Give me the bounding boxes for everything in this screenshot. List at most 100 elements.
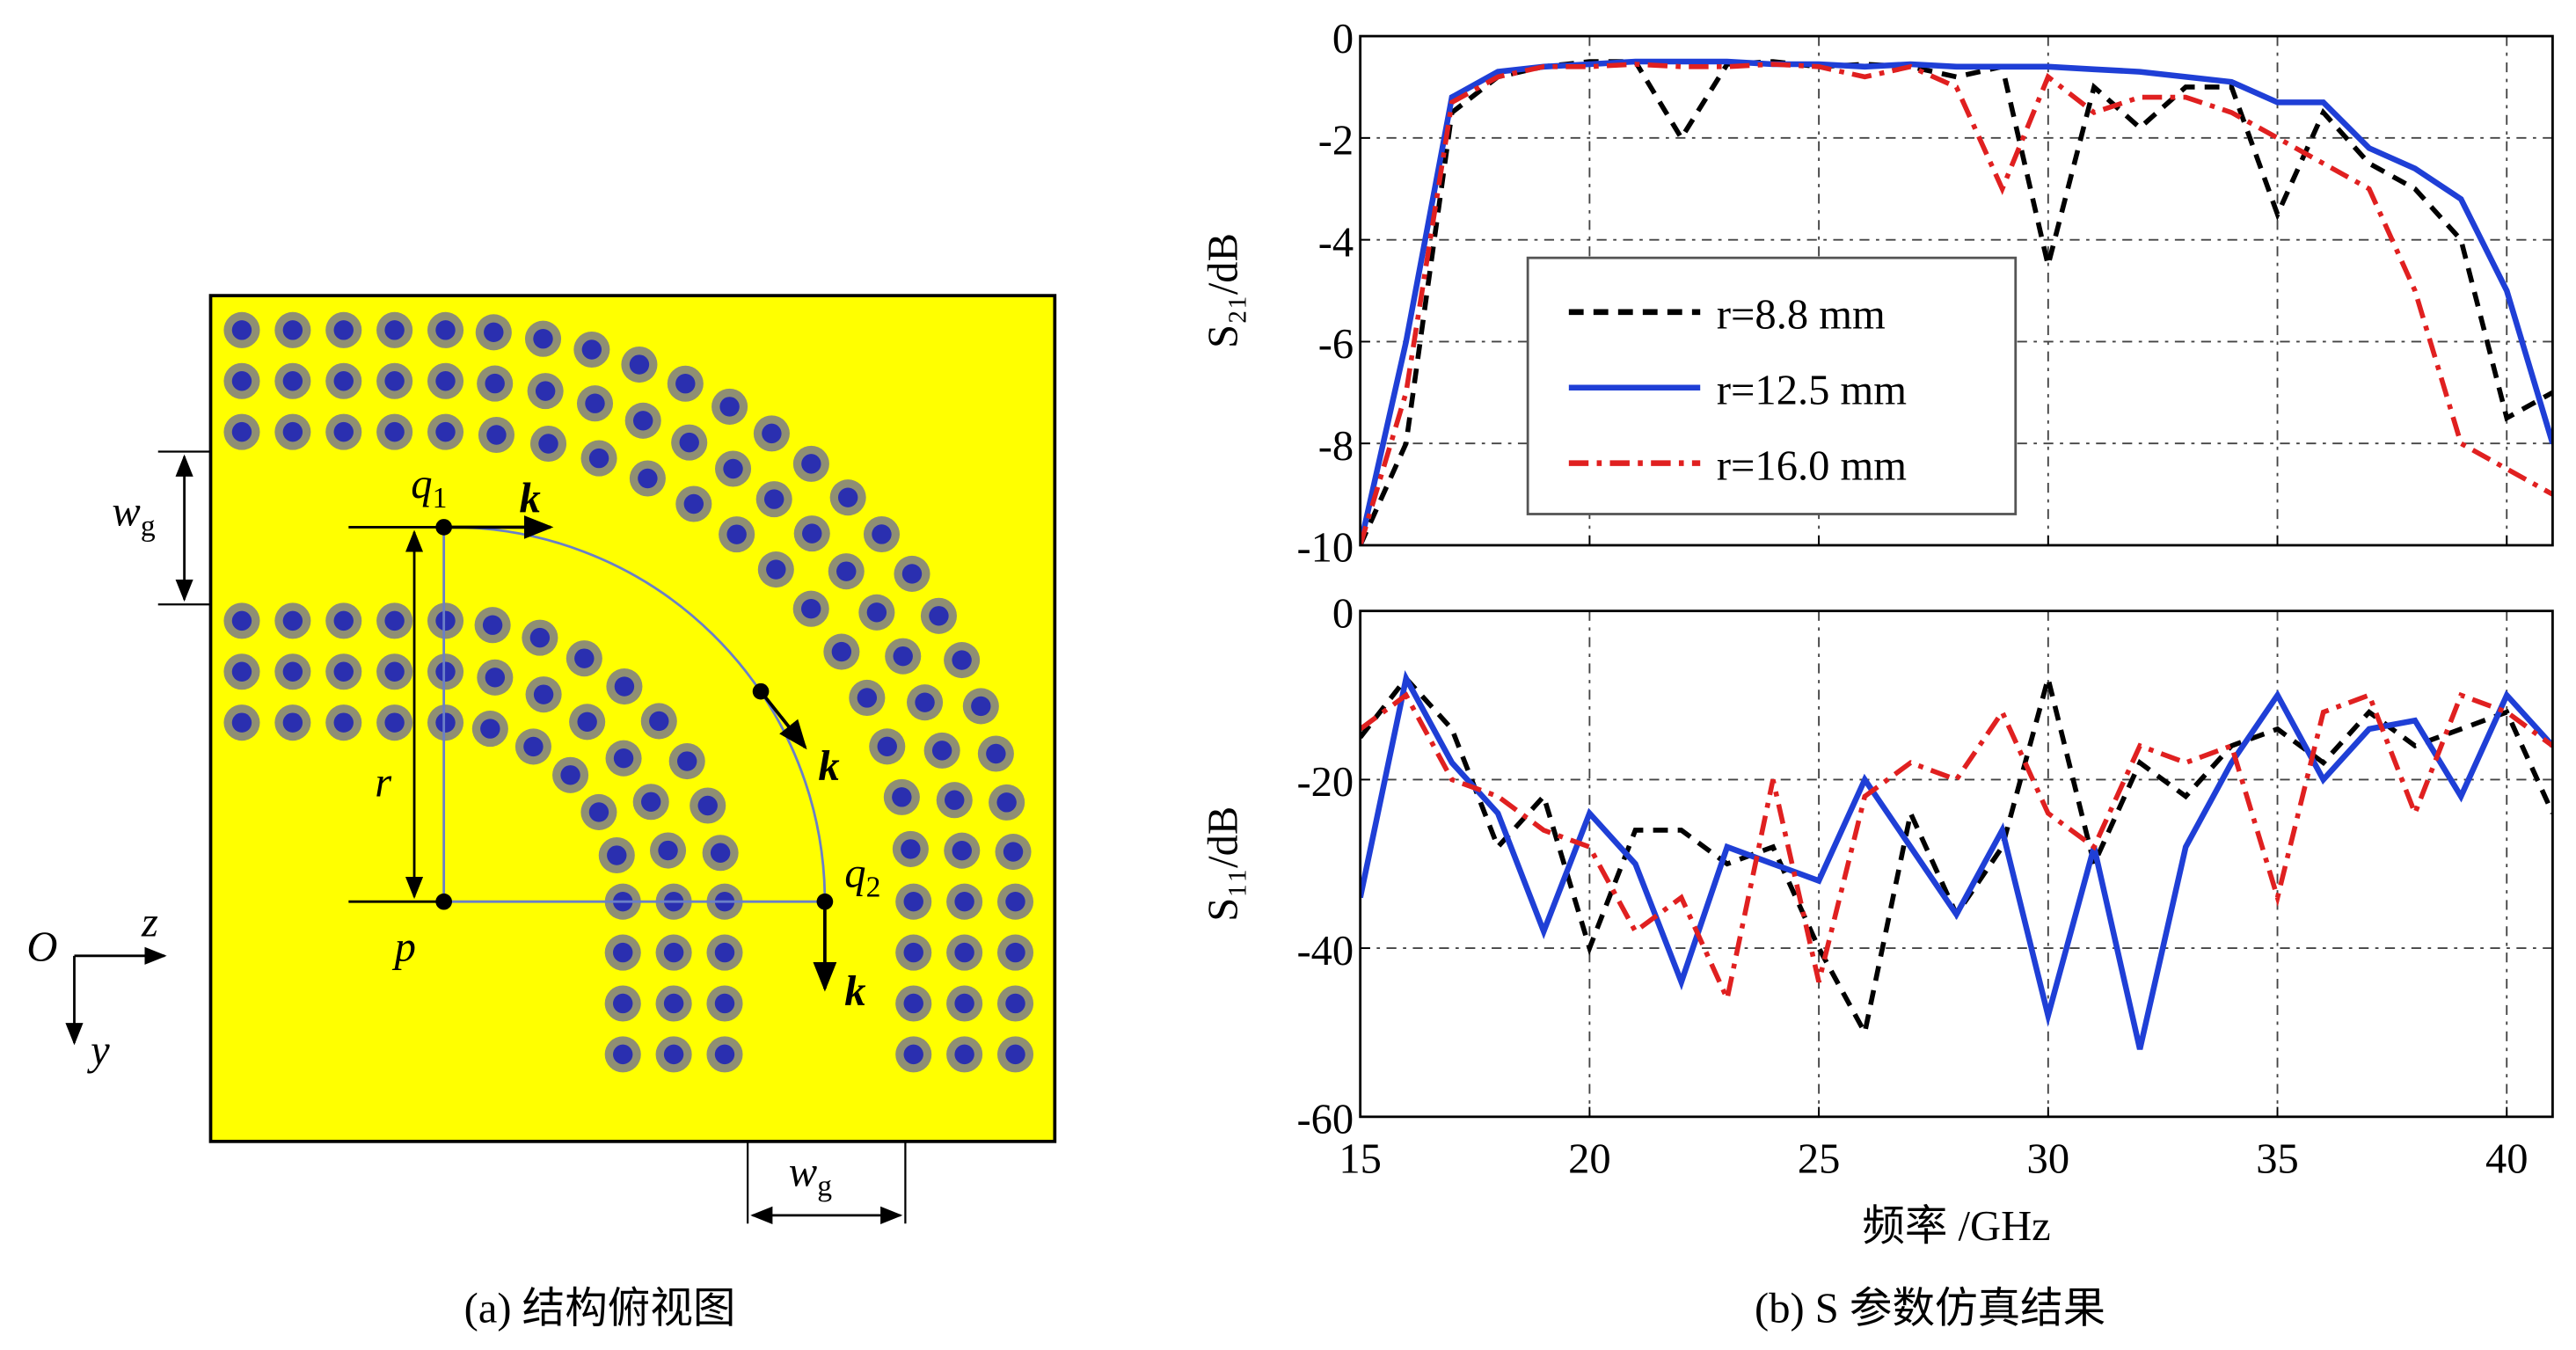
via	[945, 790, 965, 810]
via	[484, 322, 504, 343]
caption: (b) S 参数仿真结果	[1755, 1284, 2105, 1332]
plot-frame	[1359, 609, 2554, 1119]
structure-diagram: wg wg q1 q2 k k k r p O z y (a) 结构俯视图	[26, 294, 1057, 1332]
via	[613, 942, 633, 963]
via	[931, 741, 952, 761]
via	[801, 454, 821, 474]
label-sub: 1	[433, 482, 448, 514]
via	[231, 610, 252, 631]
via	[282, 371, 303, 391]
y-tick-label: -10	[1296, 524, 1354, 572]
via	[866, 602, 887, 623]
series-line	[1360, 668, 2553, 1040]
point	[752, 682, 770, 700]
via	[954, 1044, 974, 1065]
via	[282, 320, 303, 340]
via	[1003, 842, 1024, 862]
via	[435, 661, 456, 682]
via	[679, 432, 699, 453]
via	[971, 696, 991, 717]
y-tick-label: 0	[1332, 15, 1354, 62]
y-axis-label: S₁₁/dB	[1200, 806, 1247, 922]
via	[333, 421, 354, 442]
via	[485, 373, 505, 394]
label: k	[818, 742, 839, 790]
via	[231, 712, 252, 733]
via	[954, 891, 974, 912]
via	[384, 320, 405, 340]
via	[282, 712, 303, 733]
label-main: q	[844, 849, 865, 896]
via	[903, 1044, 923, 1065]
label: O	[26, 923, 57, 970]
via	[629, 354, 650, 375]
via	[663, 942, 684, 963]
series-line	[1360, 62, 2553, 545]
via	[892, 787, 912, 807]
x-axis-label: 频率 /GHz	[1862, 1202, 2050, 1250]
point	[435, 893, 452, 910]
y-tick-label: 0	[1332, 589, 1354, 637]
label-sub: g	[141, 510, 156, 543]
via	[996, 792, 1017, 813]
via	[766, 559, 786, 580]
via	[1005, 1044, 1025, 1065]
via	[901, 839, 921, 859]
via	[903, 993, 923, 1014]
via	[486, 425, 507, 445]
label-sub: g	[817, 1170, 832, 1202]
via	[954, 993, 974, 1014]
via	[613, 1044, 633, 1065]
via	[333, 371, 354, 391]
via	[697, 795, 718, 816]
via	[231, 371, 252, 391]
via	[640, 792, 661, 812]
via	[714, 1044, 735, 1065]
x-tick-label: 40	[2485, 1135, 2529, 1182]
label-sub: 2	[866, 872, 881, 904]
series-line	[1360, 58, 2553, 545]
via	[857, 688, 878, 708]
via	[915, 692, 935, 712]
via	[581, 339, 602, 360]
via	[435, 421, 456, 442]
via	[831, 641, 852, 662]
via	[802, 523, 822, 544]
via	[435, 610, 456, 631]
via	[675, 374, 696, 394]
label: wg	[789, 1148, 832, 1202]
via	[954, 942, 974, 963]
via	[384, 712, 405, 733]
via	[560, 765, 580, 785]
via	[333, 610, 354, 631]
via	[482, 615, 503, 635]
via	[485, 668, 506, 688]
via	[893, 646, 913, 667]
via	[384, 371, 405, 391]
series-line	[1360, 670, 2553, 1050]
via	[762, 423, 782, 444]
via	[384, 661, 405, 682]
y-tick-label: -8	[1318, 422, 1354, 470]
via	[836, 561, 857, 581]
series-line	[1360, 691, 2553, 1007]
via	[282, 421, 303, 442]
via	[1005, 993, 1025, 1014]
via	[231, 421, 252, 442]
via	[480, 719, 500, 739]
via	[952, 840, 972, 861]
label: z	[141, 898, 158, 945]
via	[333, 320, 354, 340]
label: r	[375, 759, 392, 806]
via	[683, 493, 704, 514]
via	[607, 845, 627, 865]
via	[613, 748, 634, 769]
x-tick-label: 15	[1339, 1135, 1382, 1182]
via	[877, 736, 897, 757]
via	[282, 610, 303, 631]
via	[533, 684, 554, 704]
via	[585, 393, 605, 413]
y-tick-label: -20	[1296, 758, 1354, 806]
via	[632, 411, 653, 431]
via	[903, 891, 923, 912]
